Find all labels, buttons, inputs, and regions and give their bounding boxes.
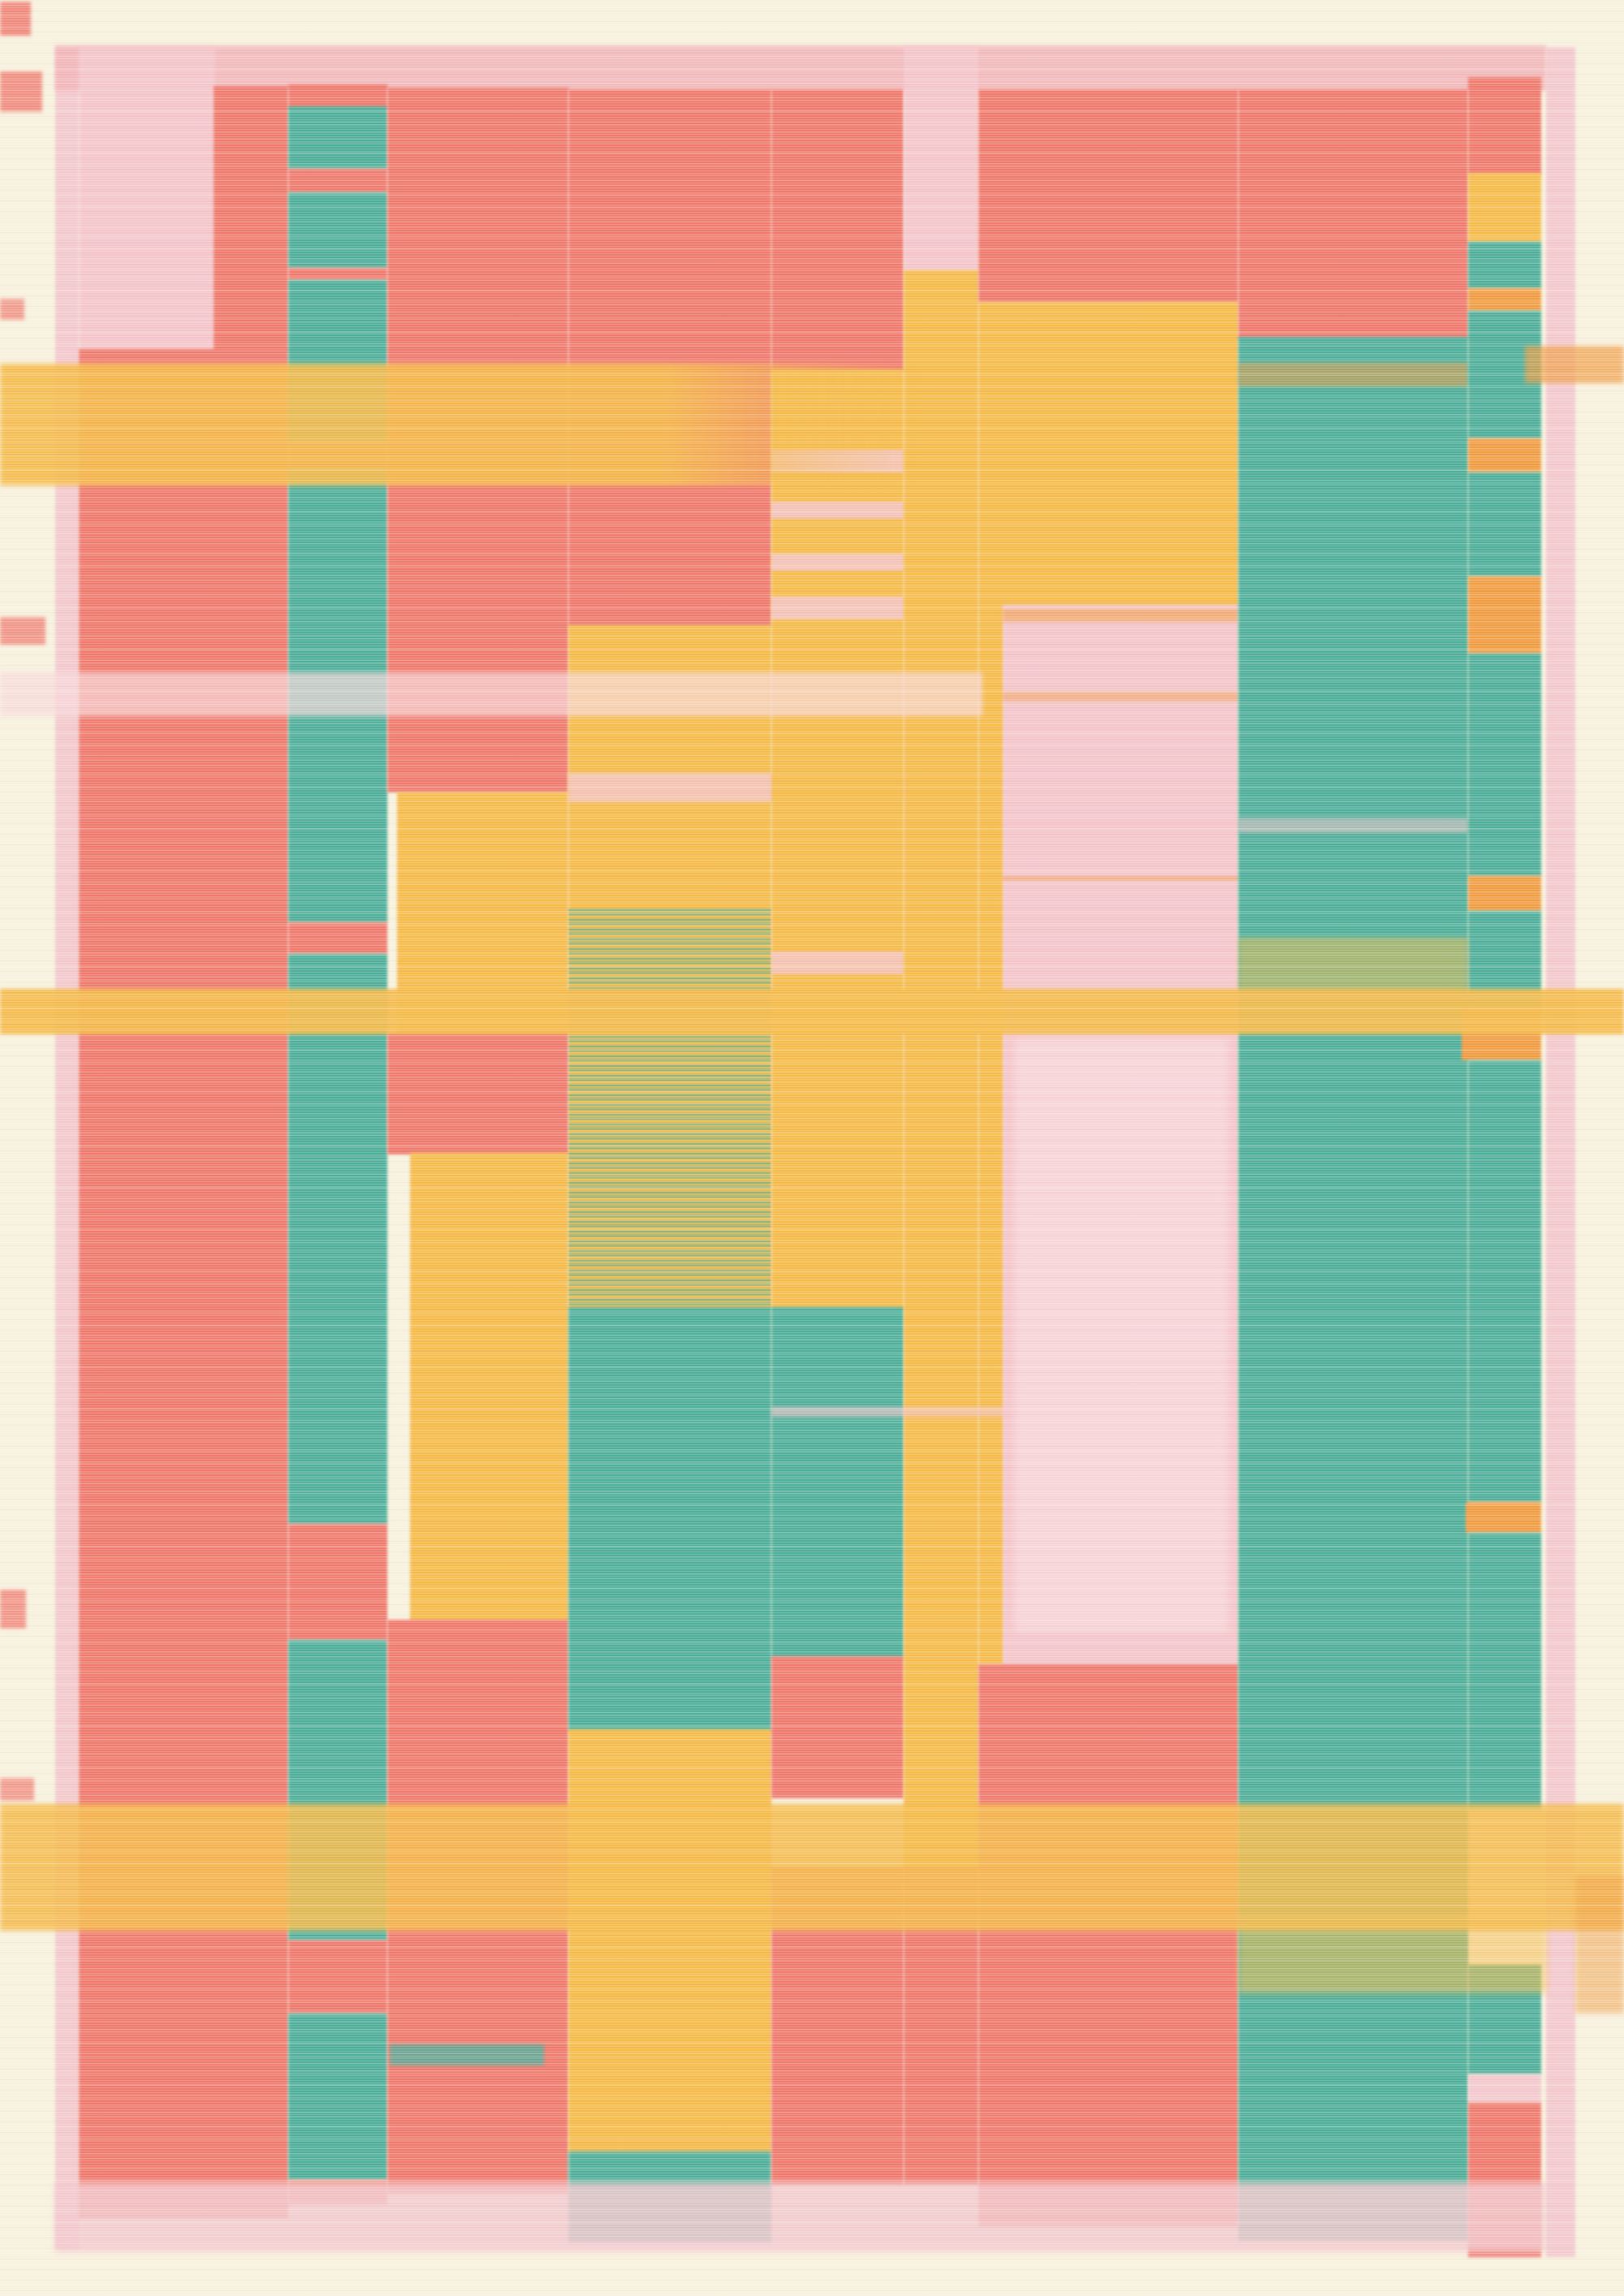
colA2-red-4 (288, 922, 387, 954)
colH-red-top (1238, 89, 1468, 339)
colA2-teal-5 (288, 954, 387, 1524)
colI-orange-6 (1466, 1502, 1541, 1533)
colE-red-top (771, 89, 904, 371)
fringe-left-1 (0, 299, 24, 320)
colF-pink-top (904, 47, 978, 271)
fringe-left-3 (0, 1590, 26, 1629)
fringe-right-1 (1575, 1875, 1624, 2013)
fringe-left-2 (0, 617, 45, 645)
colI-orange-1 (1468, 288, 1541, 311)
colI-teal-7 (1468, 1533, 1541, 1810)
colB-teal (568, 1307, 771, 1731)
colA2-teal-2 (288, 192, 387, 268)
colA2-red-5 (288, 1524, 387, 1640)
colE-yellow (771, 369, 904, 1309)
band3-yellow (0, 1804, 1624, 1931)
colA3-yellow-2 (410, 1153, 568, 1621)
colA2-red-2 (288, 268, 387, 280)
colE-pink-s3 (771, 554, 904, 571)
colH-pale-line (1238, 818, 1468, 833)
colE-red-1 (771, 1656, 904, 1798)
colI-teal-4 (1468, 654, 1541, 876)
colA2-red-6 (288, 1940, 387, 2013)
colI-teal-3 (1468, 473, 1541, 576)
band2-pre-glow (1238, 938, 1468, 995)
colE-pink-s2 (771, 502, 904, 519)
colF-yellow (904, 270, 978, 1869)
colI-orange-3 (1468, 576, 1541, 654)
colA1-red-main (79, 349, 288, 2218)
colI-yellow-1 (1468, 173, 1541, 242)
colH-orange-s (1238, 363, 1468, 386)
colB-yellow-2 (568, 1729, 771, 2153)
colA3-teal-dash (390, 2044, 544, 2065)
pale-band-mid (0, 672, 983, 716)
colE-pink-s5 (771, 952, 904, 974)
band-top-pink (55, 45, 1546, 91)
colA2-teal-1 (288, 106, 387, 169)
colA2-teal-7 (288, 2013, 387, 2180)
band1-yellow (0, 364, 922, 486)
colI-teal-6 (1468, 1060, 1541, 1502)
colI-orange-4 (1468, 876, 1541, 911)
band3-ext-right (1238, 1916, 1547, 1993)
colD-yellow-top (978, 302, 1238, 606)
fringe-top-left-2 (0, 71, 42, 112)
colD-red-bottom (978, 1664, 1238, 2226)
colA3-red-mid (387, 1032, 568, 1154)
colI-orange-2 (1468, 438, 1541, 473)
colA2-red-1 (288, 169, 387, 192)
fringe-left-4 (0, 1778, 34, 1801)
colA2-red-cap (288, 84, 387, 109)
colI-pink (1468, 2074, 1541, 2103)
colB-red-top (568, 89, 771, 627)
colI-teal-1 (1468, 242, 1541, 288)
colD-yellow-sliver (978, 605, 1004, 1664)
band1-right-seg (1525, 346, 1624, 383)
colD-orange-s3 (1003, 876, 1238, 881)
colB-streak-zone (568, 909, 771, 1309)
colE-pink-s4 (771, 597, 904, 619)
colD-orange-s1 (1003, 609, 1238, 622)
colI-red-top (1468, 77, 1541, 175)
colD-orange-s2 (1003, 692, 1238, 701)
fringe-top-left-1 (0, 2, 31, 36)
pale-line-low (771, 1407, 1007, 1417)
bottom-pink-fade (55, 2182, 1546, 2252)
colD-pink-center (1015, 1039, 1228, 1632)
colB-yellow-1 (568, 625, 771, 911)
band2-yellow (0, 989, 1624, 1034)
colA1-red-top (214, 86, 288, 351)
colD-red-top (978, 89, 1238, 303)
colA1-pink-top (79, 49, 215, 351)
colE-teal (771, 1307, 904, 1658)
